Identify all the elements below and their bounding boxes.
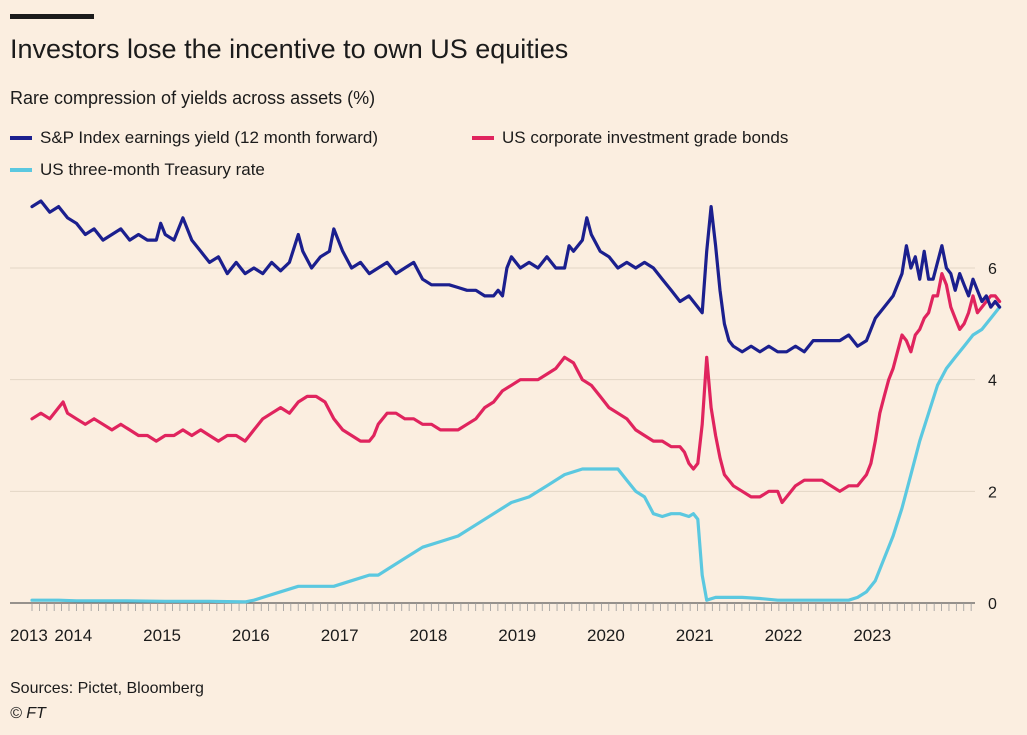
chart-subtitle: Rare compression of yields across assets…: [10, 88, 376, 108]
x-tick-label: 2017: [321, 626, 359, 645]
y-tick-label: 6: [988, 261, 997, 278]
y-tick-label: 4: [988, 373, 997, 390]
series-line-0: [30, 199, 1002, 354]
brand-bar: [10, 14, 94, 19]
legend-label: US corporate investment grade bonds: [502, 128, 789, 147]
x-tick-label: 2023: [853, 626, 891, 645]
y-tick-label: 0: [988, 596, 997, 613]
x-tick-label: 2015: [143, 626, 181, 645]
legend-item-treasury-rate: US three-month Treasury rate: [10, 160, 265, 180]
x-tick-label: 2019: [498, 626, 536, 645]
source-note: Sources: Pictet, Bloomberg: [10, 680, 204, 697]
series-line-2: [30, 305, 1002, 604]
x-tick-label: 2020: [587, 626, 625, 645]
chart-title: Investors lose the incentive to own US e…: [10, 34, 569, 64]
legend-label: S&P Index earnings yield (12 month forwa…: [40, 128, 378, 147]
x-tick-label: 2021: [676, 626, 714, 645]
legend-swatch: [10, 136, 32, 140]
legend-swatch: [472, 136, 494, 140]
copyright-note: © FT: [10, 705, 46, 722]
legend-label: US three-month Treasury rate: [40, 160, 265, 179]
x-tick-label: 2016: [232, 626, 270, 645]
series-line-1: [30, 272, 1002, 505]
x-tick-label: 2022: [765, 626, 803, 645]
x-tick-label: 2013: [10, 626, 48, 645]
x-tick-label: 2018: [409, 626, 447, 645]
y-tick-label: 2: [988, 484, 997, 501]
legend: S&P Index earnings yield (12 month forwa…: [10, 128, 1010, 188]
x-tick-label: 2014: [54, 626, 92, 645]
legend-swatch: [10, 168, 32, 172]
legend-item-corporate-bonds: US corporate investment grade bonds: [472, 128, 788, 148]
legend-item-sp-earnings-yield: S&P Index earnings yield (12 month forwa…: [10, 128, 378, 148]
